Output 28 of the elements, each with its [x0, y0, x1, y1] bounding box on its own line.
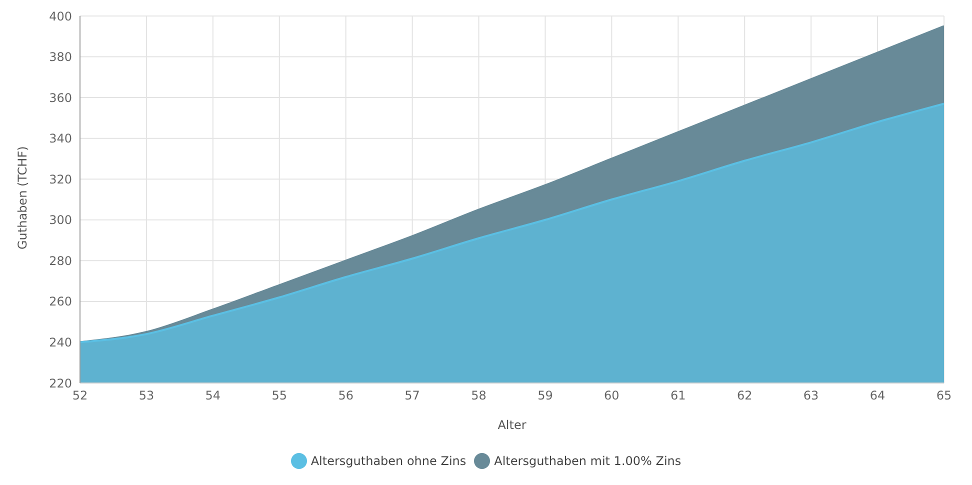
y-tick-label: 380 [49, 50, 72, 64]
x-axis-title: Alter [498, 418, 526, 432]
x-tick-label: 60 [604, 388, 620, 403]
y-tick-label: 320 [49, 172, 72, 186]
y-axis-title: Guthaben (TCHF) [15, 146, 30, 250]
y-tick-label: 280 [49, 254, 72, 268]
x-tick-label: 55 [272, 388, 288, 403]
x-tick-label: 63 [803, 388, 819, 403]
x-tick-label: 58 [471, 388, 486, 403]
y-tick-label: 300 [49, 213, 72, 228]
x-tick-label: 57 [404, 388, 420, 403]
y-tick-label: 260 [49, 294, 72, 309]
x-tick-label: 54 [205, 388, 221, 403]
y-tick-label: 220 [49, 376, 72, 390]
x-tick-label: 59 [538, 388, 553, 403]
x-tick-label: 65 [936, 388, 952, 403]
legend-label: Altersguthaben mit 1.00% Zins [494, 454, 682, 468]
x-tick-label: 56 [338, 388, 354, 403]
x-tick-label: 61 [670, 388, 686, 403]
x-tick-label: 64 [870, 388, 886, 403]
y-tick-label: 240 [49, 335, 72, 350]
x-tick-label: 53 [138, 388, 154, 403]
y-tick-label: 360 [49, 90, 72, 105]
x-tick-label: 52 [72, 388, 88, 403]
legend-label: Altersguthaben ohne Zins [310, 454, 466, 468]
x-tick-label: 62 [736, 388, 752, 403]
y-tick-label: 340 [49, 132, 72, 146]
y-tick-label: 400 [49, 9, 72, 24]
